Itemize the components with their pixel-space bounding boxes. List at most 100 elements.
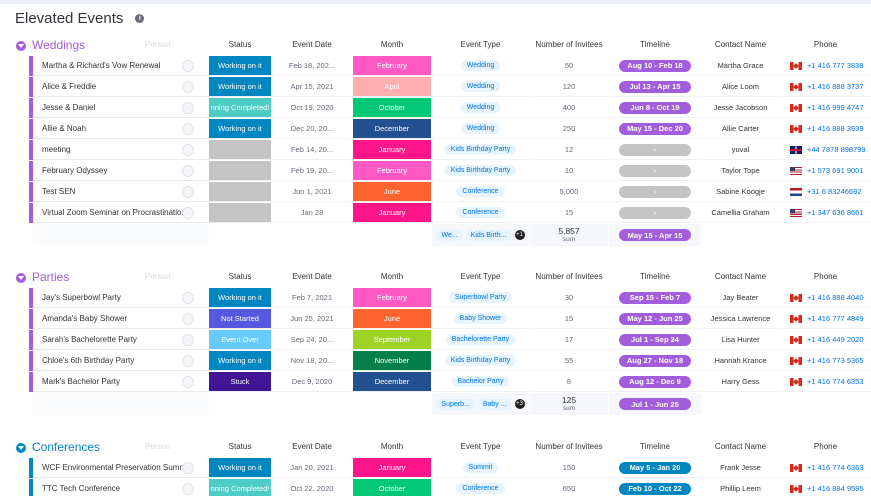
item-name[interactable]: Amanda's Baby Shower bbox=[42, 314, 128, 323]
timeline-bar[interactable]: Sep 15 - Feb 7 bbox=[619, 291, 691, 304]
phone-cell[interactable]: +1 347 636 8661 bbox=[780, 203, 871, 223]
contact-name[interactable]: Camellia Graham bbox=[702, 203, 779, 223]
avatar-placeholder-icon[interactable] bbox=[182, 102, 194, 114]
table-row[interactable]: Allie & Noah Working on it Dec 20, 20... De… bbox=[0, 119, 871, 140]
column-header-invitees[interactable]: Number of Invitees bbox=[535, 442, 603, 451]
item-name[interactable]: TTC Tech Conference bbox=[42, 484, 121, 493]
event-date[interactable]: Jan 20, 2021 bbox=[272, 458, 352, 478]
column-header-month[interactable]: Month bbox=[380, 442, 404, 451]
column-header-timeline[interactable]: Timeline bbox=[640, 272, 670, 281]
summary-type-tag[interactable]: Baby ... bbox=[477, 398, 512, 410]
item-name-cell[interactable]: Virtual Zoom Seminar on Procrastination bbox=[33, 203, 209, 223]
phone-number[interactable]: +1 416 888 3737 bbox=[807, 82, 864, 91]
event-type-tag[interactable]: Wedding bbox=[460, 60, 501, 71]
event-date[interactable]: Jun 1, 2021 bbox=[272, 182, 352, 202]
column-header-contact[interactable]: Contact Name bbox=[714, 40, 767, 49]
event-date[interactable]: Feb 7, 2021 bbox=[272, 288, 352, 308]
event-type-cell[interactable]: Superbowl Party bbox=[432, 288, 529, 308]
item-name[interactable]: Jay's Superbowl Party bbox=[42, 293, 121, 302]
column-header-date[interactable]: Event Date bbox=[292, 442, 332, 451]
status-label[interactable]: Not Started bbox=[209, 309, 271, 329]
contact-name[interactable]: Taylor Tope bbox=[702, 161, 779, 181]
phone-cell[interactable]: +1 416 777 4849 bbox=[780, 309, 871, 329]
item-name-cell[interactable]: Allie & Noah bbox=[33, 119, 209, 139]
item-name[interactable]: Martha & Richard's Vow Renewal bbox=[42, 61, 161, 70]
avatar-placeholder-icon[interactable] bbox=[182, 292, 194, 304]
contact-name[interactable]: Harry Gess bbox=[702, 372, 779, 392]
timeline-bar[interactable]: - bbox=[619, 206, 691, 219]
month-label[interactable]: February bbox=[353, 56, 431, 76]
event-date[interactable]: Sep 24, 20... bbox=[272, 330, 352, 350]
invitees-count[interactable]: 400 bbox=[530, 98, 608, 118]
status-label[interactable]: Working on it bbox=[209, 351, 271, 371]
item-name-cell[interactable]: Amanda's Baby Shower bbox=[33, 309, 209, 329]
status-label[interactable]: Working on it bbox=[209, 56, 271, 76]
table-row[interactable]: Test SEN Jun 1, 2021 June Conference 5,000- S… bbox=[0, 182, 871, 203]
timeline-cell[interactable]: May 15 - Dec 20 bbox=[609, 119, 701, 139]
info-icon[interactable]: i bbox=[135, 13, 145, 23]
table-row[interactable]: Jay's Superbowl Party Working on it Feb 7,… bbox=[0, 288, 871, 309]
invitees-count[interactable]: 120 bbox=[530, 77, 608, 97]
timeline-bar[interactable]: Aug 27 - Nov 18 bbox=[619, 354, 691, 367]
month-label[interactable]: September bbox=[353, 330, 431, 350]
phone-number[interactable]: +1 416 884 9595 bbox=[807, 484, 864, 493]
column-header-contact[interactable]: Contact Name bbox=[714, 442, 767, 451]
contact-name[interactable]: Lisa Hunter bbox=[702, 330, 779, 350]
invitees-count[interactable]: 650 bbox=[530, 479, 608, 496]
contact-name[interactable]: Phillip Leem bbox=[702, 479, 779, 496]
month-label[interactable]: October bbox=[353, 98, 431, 118]
timeline-cell[interactable]: - bbox=[609, 203, 701, 223]
timeline-cell[interactable]: - bbox=[609, 182, 701, 202]
column-header-month[interactable]: Month bbox=[380, 272, 404, 281]
column-header-timeline[interactable]: Timeline bbox=[640, 442, 670, 451]
item-name[interactable]: Virtual Zoom Seminar on Procrastination bbox=[42, 208, 186, 217]
timeline-bar[interactable]: Jun 8 - Oct 19 bbox=[619, 101, 691, 114]
item-name[interactable]: WCF Environmental Preservation Summit bbox=[42, 463, 191, 472]
table-row[interactable]: Jesse & Daniel nning Completed! Oct 19, 20… bbox=[0, 98, 871, 119]
status-label[interactable] bbox=[209, 161, 271, 181]
event-type-cell[interactable]: Summit bbox=[432, 458, 529, 478]
month-label[interactable]: June bbox=[353, 182, 431, 202]
table-row[interactable]: Amanda's Baby Shower Not Started Jun 25, 2… bbox=[0, 309, 871, 330]
item-name[interactable]: Alice & Freddie bbox=[42, 82, 97, 91]
phone-number[interactable]: +1 416 888 3939 bbox=[807, 124, 864, 133]
timeline-bar[interactable]: Jul 1 - Sep 24 bbox=[619, 333, 691, 346]
table-row[interactable]: Alice & Freddie Working on it Apr 15, 2021… bbox=[0, 77, 871, 98]
phone-cell[interactable]: +44 7878 898799 bbox=[780, 140, 871, 160]
status-label[interactable]: Working on it bbox=[209, 77, 271, 97]
phone-number[interactable]: +1 416 777 3838 bbox=[807, 61, 864, 70]
contact-name[interactable]: Sabine Koogje bbox=[702, 182, 779, 202]
item-name[interactable]: February Odyssey bbox=[42, 166, 108, 175]
timeline-bar[interactable]: Jul 13 - Apr 15 bbox=[619, 80, 691, 93]
item-name-cell[interactable]: Chloe's 6th Birthday Party bbox=[33, 351, 209, 371]
table-row[interactable]: Chloe's 6th Birthday Party Working on it N… bbox=[0, 351, 871, 372]
phone-cell[interactable]: +1 416 999 4747 bbox=[780, 98, 871, 118]
column-header-status[interactable]: Status bbox=[228, 272, 252, 281]
summary-type-tag[interactable]: We... bbox=[436, 229, 463, 241]
invitees-count[interactable]: 12 bbox=[530, 140, 608, 160]
item-name[interactable]: meeting bbox=[42, 145, 71, 154]
timeline-bar[interactable]: - bbox=[619, 143, 691, 156]
column-header-phone[interactable]: Phone bbox=[813, 40, 838, 49]
group-title[interactable]: Parties bbox=[32, 270, 70, 284]
event-type-tag[interactable]: Conference bbox=[456, 186, 505, 197]
status-label[interactable]: Working on it bbox=[209, 288, 271, 308]
contact-name[interactable]: Hannah Krance bbox=[702, 351, 779, 371]
event-type-tag[interactable]: Baby Shower bbox=[453, 313, 508, 324]
contact-name[interactable]: Frank Jesse bbox=[702, 458, 779, 478]
month-label[interactable]: February bbox=[353, 161, 431, 181]
item-name-cell[interactable]: Jesse & Daniel bbox=[33, 98, 209, 118]
column-header-type[interactable]: Event Type bbox=[460, 442, 501, 451]
timeline-cell[interactable]: Feb 10 - Oct 22 bbox=[609, 479, 701, 496]
event-type-cell[interactable]: Wedding bbox=[432, 119, 529, 139]
event-type-tag[interactable]: Bachelor Party bbox=[451, 376, 510, 387]
phone-cell[interactable]: +1 416 888 3939 bbox=[780, 119, 871, 139]
avatar-placeholder-icon[interactable] bbox=[182, 355, 194, 367]
phone-number[interactable]: +31 6 83246692 bbox=[807, 187, 862, 196]
column-header-status[interactable]: Status bbox=[228, 40, 252, 49]
event-type-cell[interactable]: Conference bbox=[432, 203, 529, 223]
summary-type-tag[interactable]: Superb... bbox=[436, 398, 475, 410]
table-row[interactable]: Virtual Zoom Seminar on Procrastination J… bbox=[0, 203, 871, 224]
item-name[interactable]: Chloe's 6th Birthday Party bbox=[42, 356, 135, 365]
item-name-cell[interactable]: Martha & Richard's Vow Renewal bbox=[33, 56, 209, 76]
